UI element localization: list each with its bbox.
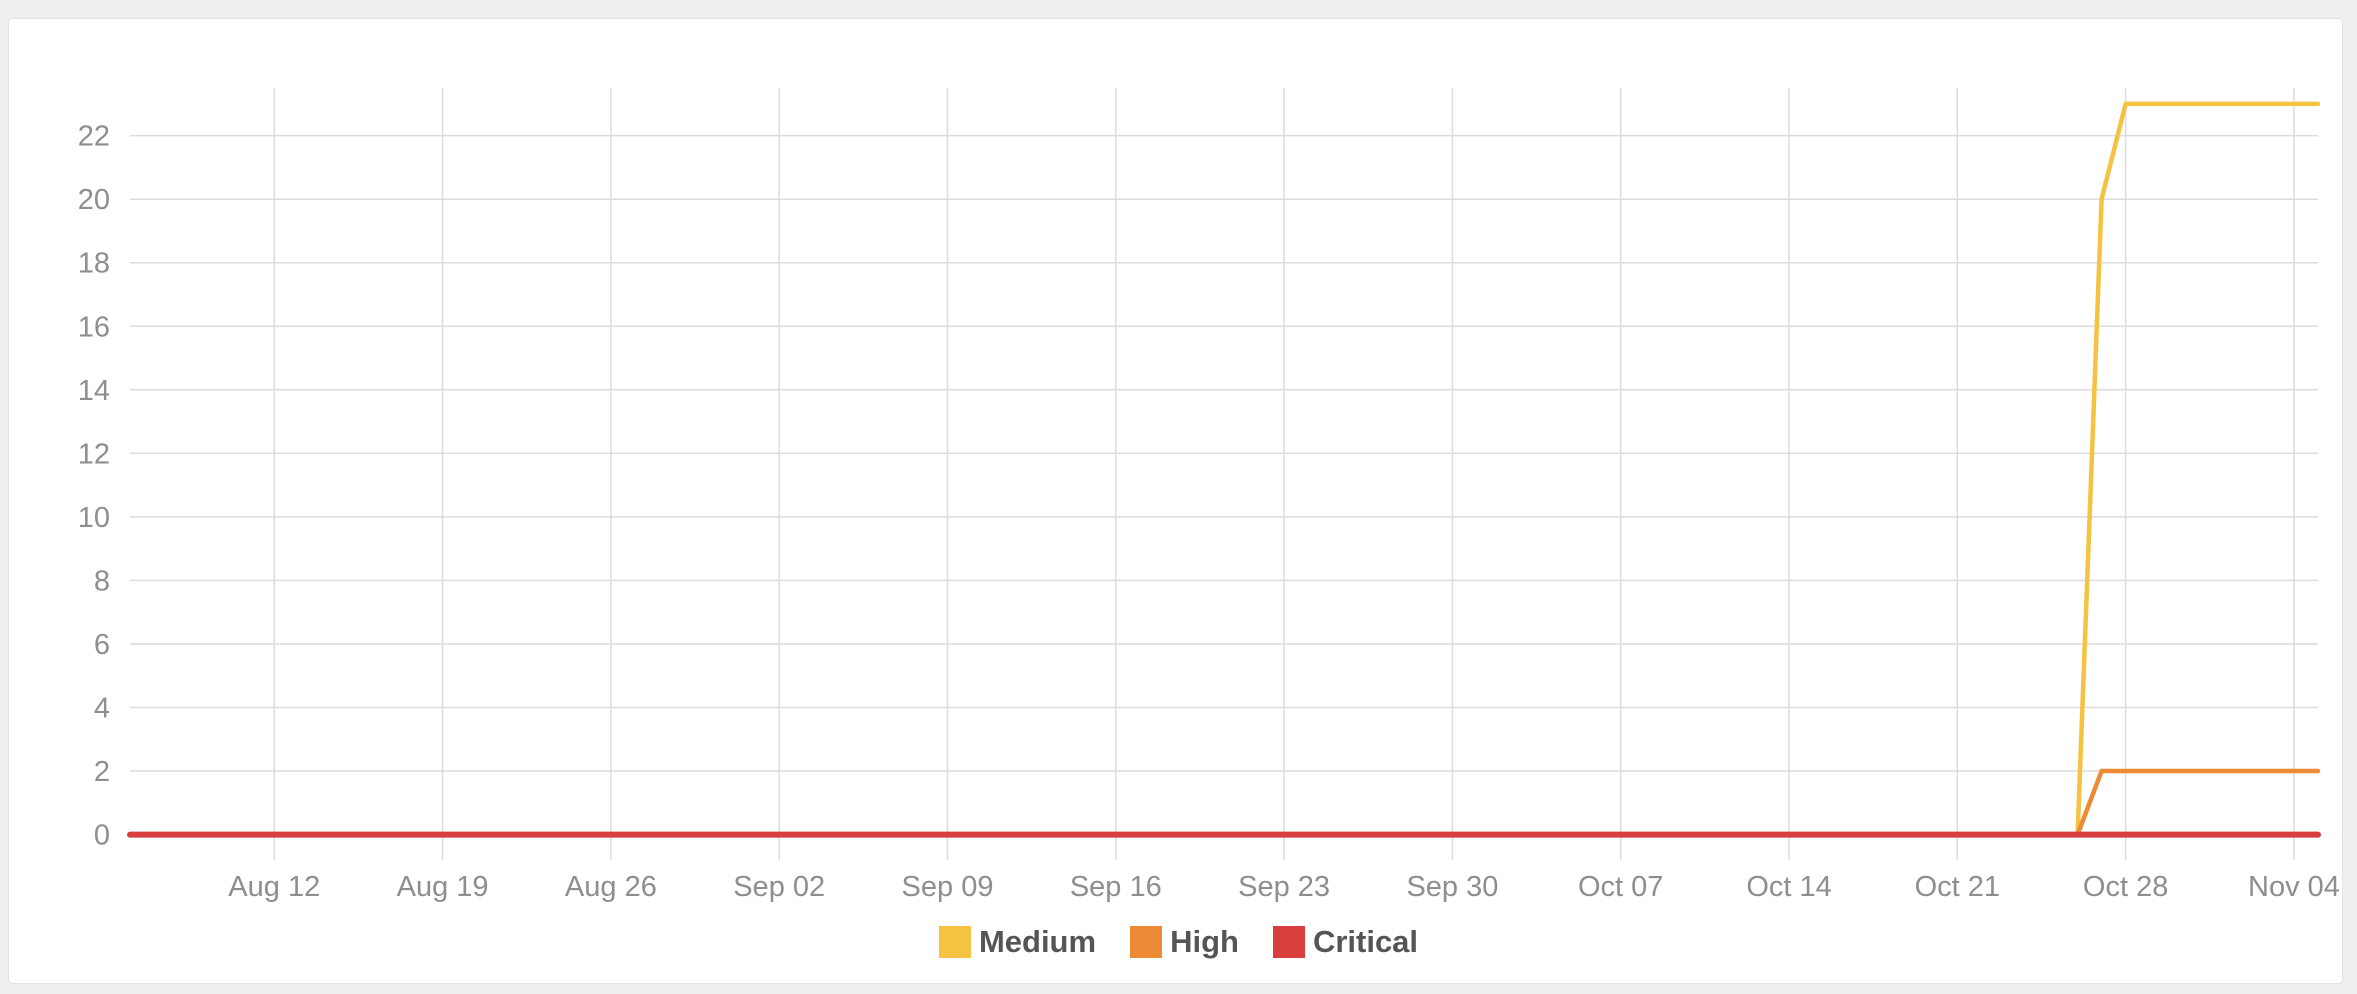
x-tick-label: Oct 28 (2083, 871, 2168, 903)
y-tick-label: 10 (78, 502, 110, 534)
x-tick-label: Oct 14 (1746, 871, 1831, 903)
y-tick-label: 0 (94, 820, 110, 852)
legend-item-critical[interactable]: Critical (1272, 924, 1419, 960)
y-tick-label: 16 (78, 311, 110, 343)
legend-swatch-medium (938, 926, 971, 958)
y-tick-label: 6 (94, 629, 110, 661)
chart-panel (8, 18, 2343, 984)
legend-item-high[interactable]: High (1130, 924, 1239, 960)
y-tick-label: 14 (78, 375, 110, 407)
x-tick-label: Sep 16 (1070, 871, 1162, 903)
y-tick-label: 22 (78, 121, 110, 153)
y-tick-label: 4 (94, 693, 110, 725)
series-line-high (127, 768, 2321, 837)
y-tick-label: 2 (94, 756, 110, 788)
x-tick-label: Oct 21 (1915, 871, 2000, 903)
x-tick-label: Aug 12 (228, 871, 320, 903)
series-line-medium (127, 101, 2321, 837)
legend: Medium High Critical (0, 924, 2357, 960)
y-tick-label: 8 (94, 565, 110, 597)
x-tick-label: Aug 26 (565, 871, 657, 903)
legend-item-medium[interactable]: Medium (938, 924, 1097, 960)
x-tick-label: Sep 02 (733, 871, 825, 903)
y-tick-label: 12 (78, 438, 110, 470)
x-tick-label: Sep 30 (1406, 871, 1498, 903)
legend-label-high: High (1170, 924, 1239, 959)
axis-ticks: 0 2 4 6 8 10 12 14 16 18 20 22 Aug 12 Aug 19 Aug 26 Sep… (78, 121, 2340, 903)
y-tick-label: 18 (78, 248, 110, 280)
x-tick-label: Oct 07 (1578, 871, 1663, 903)
legend-swatch-high (1130, 926, 1163, 958)
x-tick-label: Sep 09 (902, 871, 994, 903)
grid (130, 88, 2318, 860)
legend-label-critical: Critical (1312, 924, 1419, 959)
series-lines (127, 101, 2321, 838)
legend-swatch-critical (1272, 926, 1305, 958)
legend-label-medium: Medium (978, 924, 1097, 959)
y-tick-label: 20 (78, 184, 110, 216)
x-tick-label: Aug 19 (397, 871, 489, 903)
x-tick-label: Nov 04 (2248, 871, 2340, 903)
x-tick-label: Sep 23 (1238, 871, 1330, 903)
